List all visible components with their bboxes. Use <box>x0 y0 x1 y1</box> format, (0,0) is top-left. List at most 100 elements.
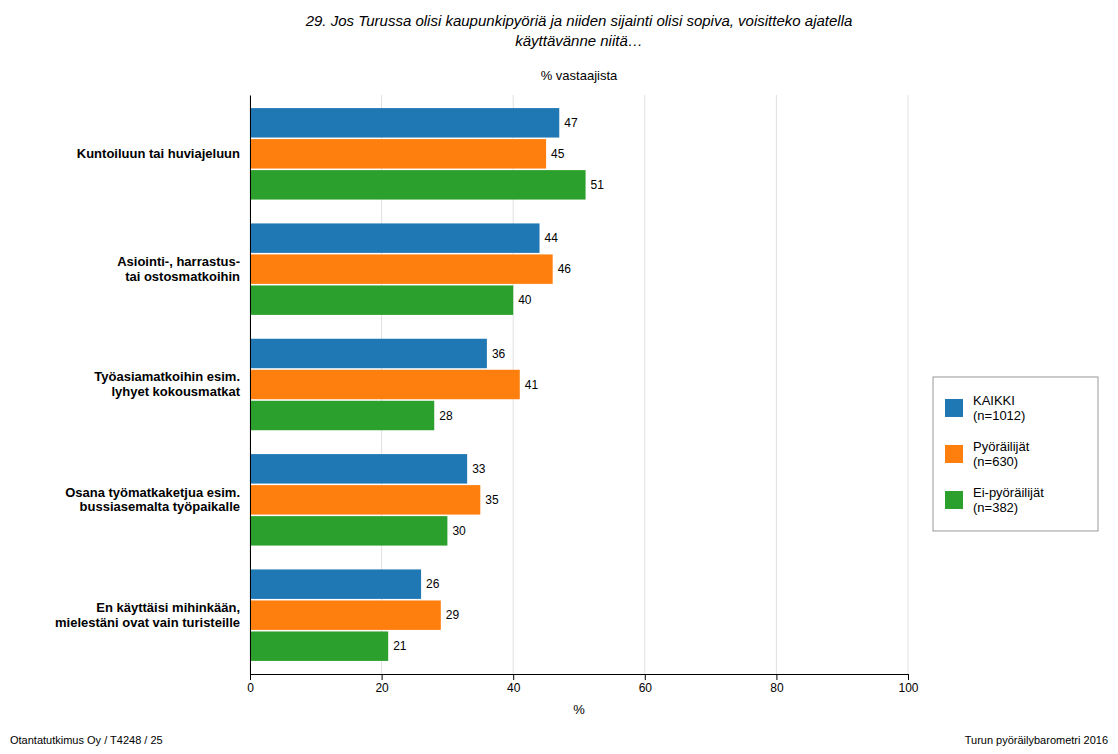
title: 29. Jos Turussa olisi kaupunkipyöriä ja … <box>305 12 853 49</box>
data-label: 35 <box>485 493 499 507</box>
legend-label: Pyöräilijät(n=630) <box>973 439 1030 469</box>
grid-line <box>250 95 251 674</box>
data-label: 29 <box>446 608 460 622</box>
x-tick: 60 <box>639 674 653 695</box>
text-line: lyhyet kokousmatkat <box>108 384 241 399</box>
grid-line <box>644 95 645 674</box>
plot: 47 44 36 33 26 45 46 41 35 29 51 40 28 30 21 0 20 40 60 80 1… <box>55 95 919 717</box>
x-tick-mark <box>908 674 909 680</box>
x-tick: 80 <box>770 674 784 695</box>
x-axis-label: % <box>573 702 585 717</box>
text-line: bussiasemalta työpaikalle <box>80 499 240 514</box>
bar <box>250 401 434 430</box>
x-tick-label: 100 <box>898 681 918 695</box>
x-tick: 0 <box>247 674 254 695</box>
bar <box>250 108 559 137</box>
x-tick-mark <box>776 674 777 680</box>
data-label: 33 <box>472 462 486 476</box>
bars <box>250 108 586 661</box>
y-tick: Osana työmatkaketjua esim.bussiasemalta … <box>65 485 240 515</box>
x-tick: 40 <box>507 674 521 695</box>
data-label: 44 <box>545 231 559 245</box>
bar <box>250 254 553 283</box>
y-tick-label: Asiointi-, harrastus-tai ostosmatkoihin <box>117 254 240 284</box>
x-tick-mark <box>645 674 646 680</box>
bar <box>250 370 520 399</box>
y-tick-label: Työasiamatkoihin esim. lyhyet kokousmatk… <box>94 369 240 399</box>
x-axis-line <box>251 675 909 681</box>
text-line: mielestäni ovat vain turisteille <box>55 615 240 630</box>
y-tick: Kuntoiluun tai huviajeluun <box>77 146 240 161</box>
data-labels: 47 44 36 33 26 45 46 41 35 29 51 40 28 30 21 <box>393 116 604 653</box>
bar <box>250 170 586 199</box>
bar <box>250 600 441 629</box>
data-label: 51 <box>591 178 605 192</box>
text-line: Asiointi-, harrastus- <box>117 254 240 269</box>
y-tick-label: En käyttäisi mihinkään,mielestäni ovat v… <box>55 600 240 630</box>
legend-label: KAIKKI(n=1012) <box>973 393 1025 423</box>
data-label: 36 <box>492 347 506 361</box>
legend-swatch <box>945 491 963 509</box>
data-label: 45 <box>551 147 565 161</box>
x-tick: 20 <box>375 674 389 695</box>
legend-label: Ei-pyöräilijät(n=382) <box>973 485 1044 515</box>
data-label: 26 <box>426 577 440 591</box>
x-tick-label: 80 <box>770 681 784 695</box>
data-label: 40 <box>518 293 532 307</box>
text-line: Pyöräilijät <box>973 439 1030 454</box>
x-tick-label: 60 <box>639 681 653 695</box>
text-line: (n=1012) <box>973 408 1025 423</box>
legend: KAIKKI(n=1012) Pyöräilijät(n=630) Ei-pyörä… <box>933 377 1098 531</box>
x-tick-mark <box>513 674 514 680</box>
data-label: 28 <box>439 409 453 423</box>
title-line: käyttävänne niitä… <box>515 32 643 49</box>
x-tick-label: 20 <box>375 681 389 695</box>
title-line: 29. Jos Turussa olisi kaupunkipyöriä ja … <box>305 12 853 29</box>
grid <box>250 95 908 674</box>
data-label: 47 <box>564 116 578 130</box>
x-tick-mark <box>382 674 383 680</box>
text-line: En käyttäisi mihinkään, <box>96 600 240 615</box>
legend-swatch <box>945 399 963 417</box>
footer: Turun pyöräilybarometri 2016 <box>965 734 1108 746</box>
bar <box>250 485 480 514</box>
data-label: 21 <box>393 639 407 653</box>
data-label: 46 <box>558 262 572 276</box>
x-axis: 0 20 40 60 80 100 <box>247 674 919 695</box>
data-label: 41 <box>525 378 539 392</box>
bar <box>250 285 513 314</box>
y-tick: Työasiamatkoihin esim. lyhyet kokousmatk… <box>94 369 240 399</box>
y-axis-line <box>250 96 251 675</box>
footer: Otantatutkimus Oy / T4248 / 25 <box>10 734 163 746</box>
y-axis: Kuntoiluun tai huviajeluun Asiointi-, har… <box>55 96 250 675</box>
bar <box>250 569 421 598</box>
text-line: tai ostosmatkoihin <box>125 269 240 284</box>
x-tick-label: 0 <box>247 681 254 695</box>
x-tick-mark <box>250 674 251 680</box>
subtitle: % vastaajista <box>541 68 618 83</box>
chart: 29. Jos Turussa olisi kaupunkipyöriä ja … <box>0 0 1118 754</box>
grid-line <box>908 95 909 674</box>
text-line: KAIKKI <box>973 393 1015 408</box>
grid-line <box>776 95 777 674</box>
y-tick-label: Kuntoiluun tai huviajeluun <box>77 146 240 161</box>
legend-frame <box>933 377 1098 531</box>
data-label: 30 <box>452 524 466 538</box>
bar <box>250 631 388 660</box>
x-tick: 100 <box>898 674 918 695</box>
y-tick-label: Osana työmatkaketjua esim.bussiasemalta … <box>65 485 240 515</box>
text-line: Kuntoiluun tai huviajeluun <box>77 146 240 161</box>
y-tick: Asiointi-, harrastus-tai ostosmatkoihin <box>117 254 240 284</box>
bar <box>250 139 546 168</box>
bar <box>250 339 487 368</box>
y-tick: En käyttäisi mihinkään,mielestäni ovat v… <box>55 600 240 630</box>
x-tick-label: 40 <box>507 681 521 695</box>
text-line: Työasiamatkoihin esim. <box>94 369 240 384</box>
text-line: Ei-pyöräilijät <box>973 485 1044 500</box>
text-line: (n=630) <box>973 454 1018 469</box>
legend-swatch <box>945 445 963 463</box>
bar <box>250 516 447 545</box>
text-line: (n=382) <box>973 500 1018 515</box>
text-line: Osana työmatkaketjua esim. <box>65 485 240 500</box>
bar <box>250 454 467 483</box>
